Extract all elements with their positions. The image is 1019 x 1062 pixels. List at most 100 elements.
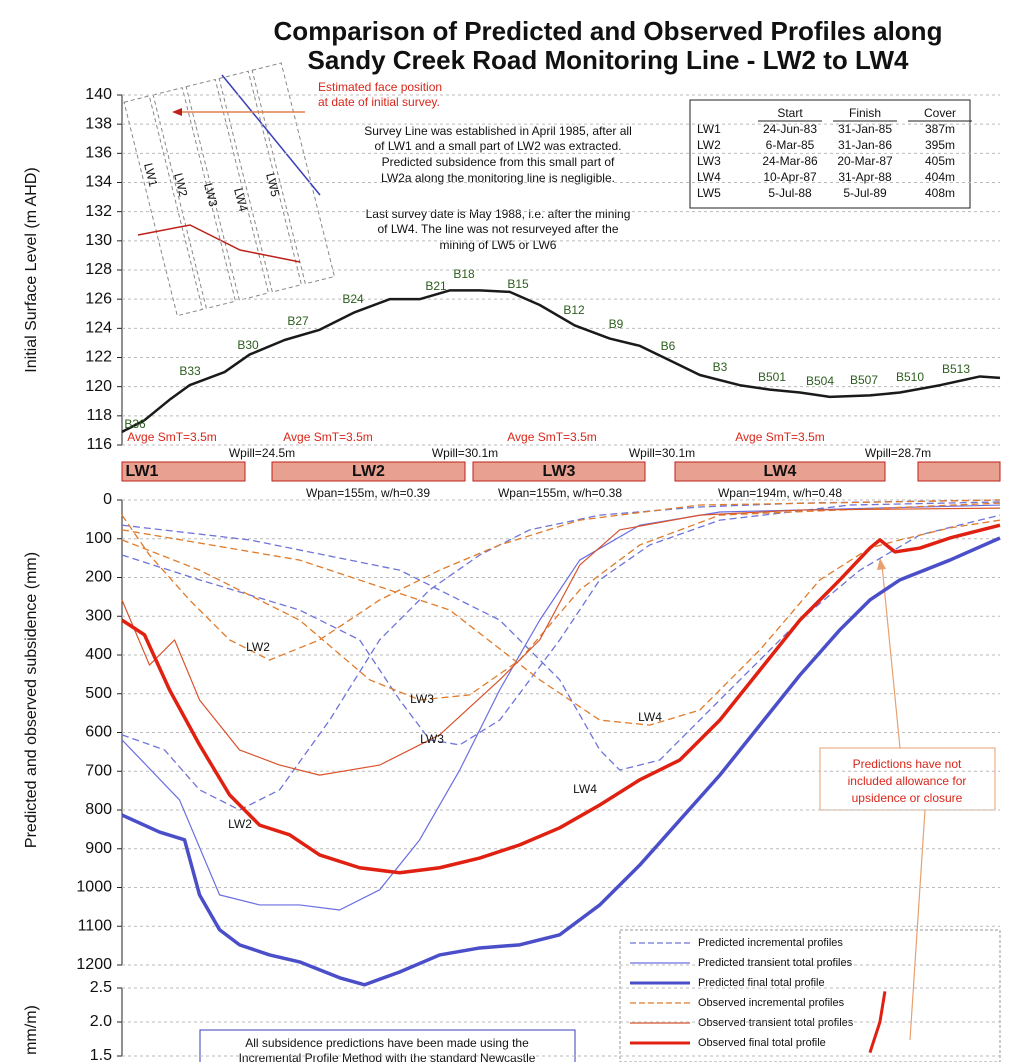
table-header: Finish bbox=[849, 106, 881, 120]
avg-smt: Avge SmT=3.5m bbox=[735, 430, 824, 444]
inset-label: LW5 bbox=[263, 172, 282, 199]
y-tick-label: 116 bbox=[86, 436, 112, 453]
curve-label: LW4 bbox=[638, 710, 662, 724]
benchmark-label: B18 bbox=[453, 267, 475, 281]
chart-title: Sandy Creek Road Monitoring Line - LW2 t… bbox=[308, 45, 909, 75]
table-cell: 6-Mar-85 bbox=[766, 138, 815, 152]
y-axis-label: Initial Surface Level (m AHD) bbox=[23, 167, 40, 372]
y-tick-label: 800 bbox=[85, 801, 112, 818]
table-cell: 31-Jan-85 bbox=[838, 122, 892, 136]
profile-line bbox=[121, 501, 1001, 746]
y-tick-label: 900 bbox=[85, 840, 112, 857]
table-cell: 387m bbox=[925, 122, 955, 136]
y-tick-label: 1100 bbox=[78, 917, 113, 934]
inset-label: LW4 bbox=[231, 187, 250, 214]
y-tick-label: 700 bbox=[85, 762, 112, 779]
inset-panel bbox=[185, 78, 270, 301]
legend-label: Observed transient total profiles bbox=[698, 1017, 854, 1029]
profile-line bbox=[868, 991, 887, 1054]
inset-arrowhead bbox=[172, 108, 182, 116]
y-tick-label: 2.0 bbox=[90, 1013, 112, 1030]
y-tick-label: 100 bbox=[85, 530, 112, 547]
legend-label: Predicted final total profile bbox=[698, 977, 825, 989]
profile-line bbox=[121, 536, 1001, 987]
note: of LW4. The line was not resurveyed afte… bbox=[377, 222, 618, 236]
pillar-width: Wpill=30.1m bbox=[629, 446, 695, 460]
table-cell: LW5 bbox=[697, 186, 721, 200]
y-tick-label: 600 bbox=[85, 724, 112, 741]
y-tick-label: 126 bbox=[85, 290, 112, 307]
callout-box bbox=[819, 747, 996, 811]
curve-label: LW4 bbox=[573, 782, 597, 796]
table-cell: LW2 bbox=[697, 138, 721, 152]
y-tick-label: 134 bbox=[85, 174, 112, 191]
avg-smt: Avge SmT=3.5m bbox=[507, 430, 596, 444]
panel-block bbox=[917, 461, 1001, 482]
table-cell: 405m bbox=[925, 154, 955, 168]
table-cell: LW3 bbox=[697, 154, 721, 168]
y-tick-label: 140 bbox=[85, 86, 112, 103]
y-tick-label: 1200 bbox=[76, 956, 112, 973]
table-header: Start bbox=[777, 106, 803, 120]
table-cell: 31-Jan-86 bbox=[838, 138, 892, 152]
table-cell: 5-Jul-89 bbox=[843, 186, 887, 200]
callout-text: upsidence or closure bbox=[852, 791, 963, 805]
benchmark-label: B3 bbox=[713, 360, 728, 374]
callout-text: included allowance for bbox=[848, 774, 967, 788]
y-tick-label: 1.5 bbox=[90, 1047, 112, 1062]
legend-frame bbox=[619, 929, 1001, 1062]
inset-note: at date of initial survey. bbox=[318, 95, 440, 109]
y-tick-label: 200 bbox=[85, 569, 112, 586]
table-cell: 408m bbox=[925, 186, 955, 200]
callout-text: Predictions have not bbox=[853, 757, 962, 771]
legend-box bbox=[619, 929, 1001, 1062]
panel-width: Wpan=155m, w/h=0.38 bbox=[498, 486, 622, 500]
inset-note: Estimated face position bbox=[318, 80, 442, 94]
pillar-width: Wpill=28.7m bbox=[865, 446, 931, 460]
y-tick-label: 118 bbox=[86, 407, 112, 424]
curve-label: LW2 bbox=[228, 817, 252, 831]
panel-block bbox=[472, 461, 646, 482]
inset-label: LW1 bbox=[141, 162, 160, 189]
note: Survey Line was established in April 198… bbox=[364, 124, 632, 138]
benchmark-label: B504 bbox=[806, 374, 834, 388]
panel-block bbox=[121, 461, 246, 482]
profile-line bbox=[121, 507, 1001, 776]
panel-block bbox=[271, 461, 466, 482]
pillar-width: Wpill=30.1m bbox=[432, 446, 498, 460]
note: Predicted subsidence from this small par… bbox=[382, 155, 615, 169]
y-tick-label: 136 bbox=[85, 145, 112, 162]
legend-label: Observed incremental profiles bbox=[698, 997, 845, 1009]
y-tick-label: 1000 bbox=[76, 879, 112, 896]
benchmark-label: B12 bbox=[563, 303, 585, 317]
y-tick-label: 130 bbox=[85, 232, 112, 249]
y-tick-label: 400 bbox=[85, 646, 112, 663]
profile-line bbox=[121, 523, 1001, 875]
inset-panel bbox=[251, 62, 336, 285]
y-tick-label: 300 bbox=[85, 607, 112, 624]
benchmark-label: B24 bbox=[342, 292, 364, 306]
inset-panel bbox=[218, 70, 303, 293]
table-cell: 5-Jul-88 bbox=[768, 186, 812, 200]
avg-smt: Avge SmT=3.5m bbox=[283, 430, 372, 444]
footnote-box bbox=[199, 1029, 576, 1062]
panel-label: LW1 bbox=[126, 463, 159, 480]
table-cell: LW4 bbox=[697, 170, 721, 184]
table-cell: LW1 bbox=[697, 122, 721, 136]
profile-line bbox=[121, 519, 1001, 726]
profile-line bbox=[121, 514, 1001, 771]
curve-label: LW2 bbox=[246, 640, 270, 654]
y-axis-label: mm/m) bbox=[23, 1005, 40, 1055]
note: LW2a along the monitoring line is neglig… bbox=[381, 171, 615, 185]
table-frame bbox=[689, 99, 971, 209]
footnote-text: All subsidence predictions have been mad… bbox=[245, 1036, 529, 1050]
y-tick-label: 500 bbox=[85, 685, 112, 702]
benchmark-label: B507 bbox=[850, 373, 878, 387]
profile-line bbox=[121, 504, 1001, 911]
table-cell: 31-Apr-88 bbox=[838, 170, 892, 184]
curve-label: LW3 bbox=[410, 692, 434, 706]
benchmark-label: B21 bbox=[425, 279, 447, 293]
benchmark-label: B33 bbox=[179, 364, 201, 378]
y-axis-label: Predicted and observed subsidence (mm) bbox=[23, 552, 40, 848]
y-tick-label: 132 bbox=[85, 203, 112, 220]
